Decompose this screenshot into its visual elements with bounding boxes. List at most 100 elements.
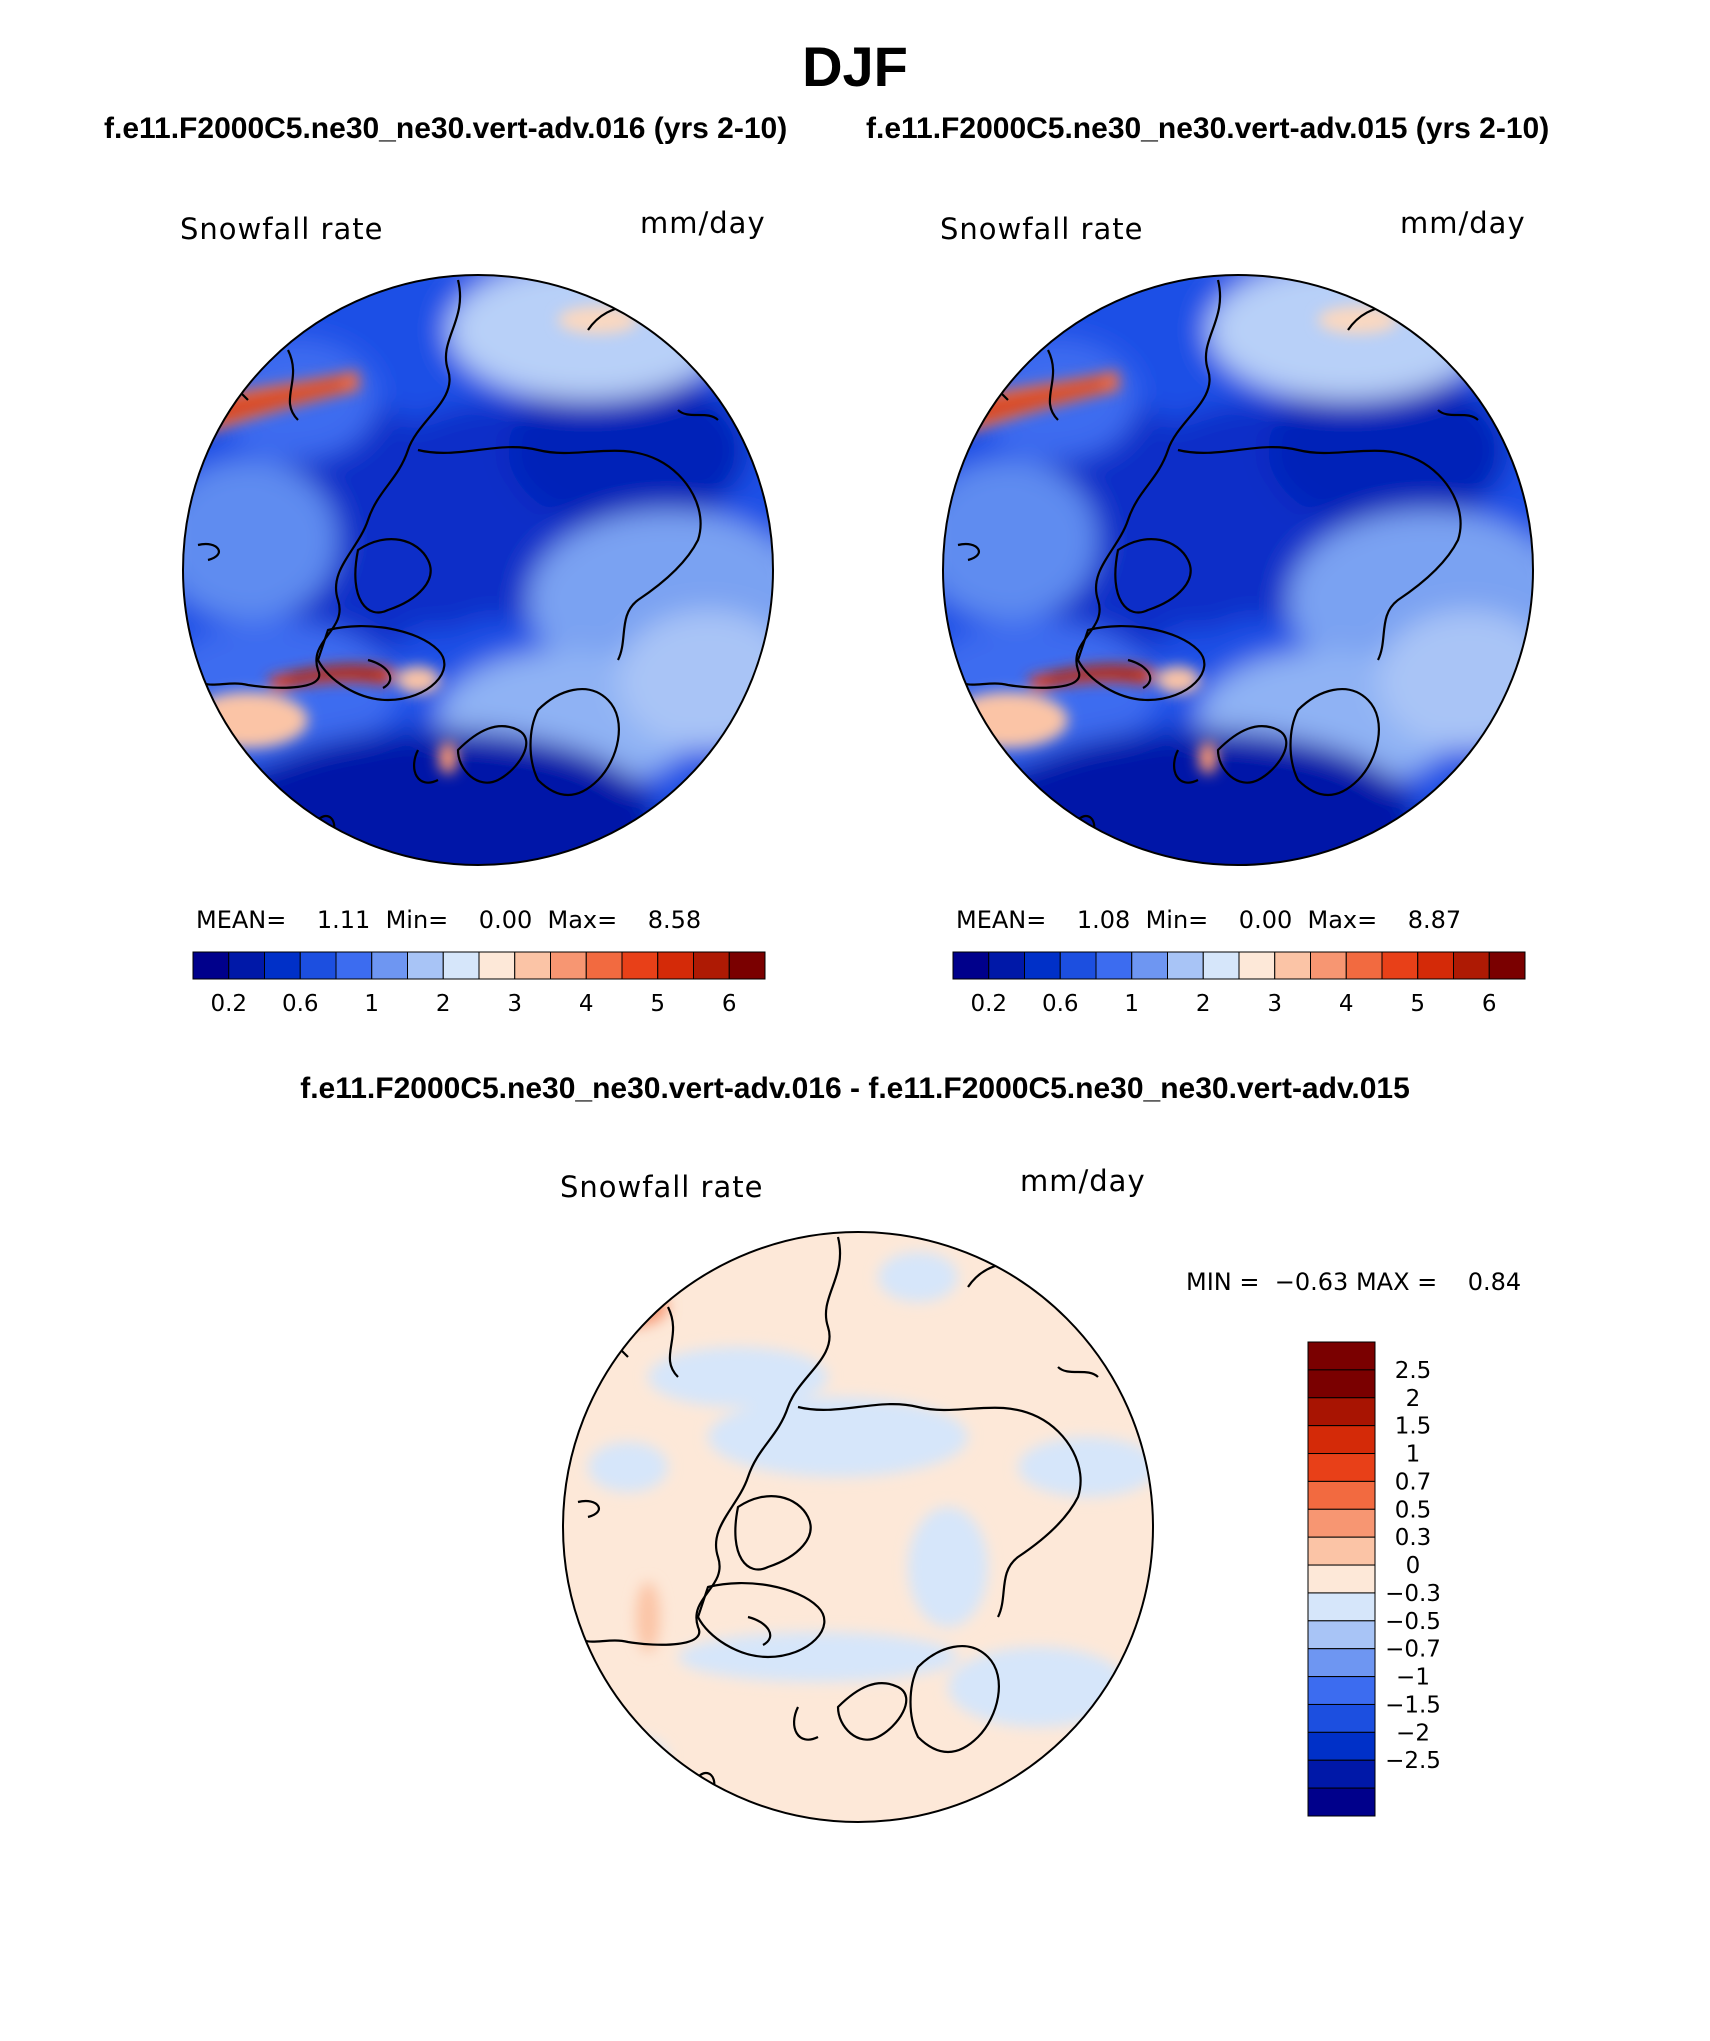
diff-colorbar-box	[1307, 1620, 1376, 1650]
diff-colorbar-tick-label: −2	[1396, 1720, 1430, 1746]
right-min-label: Min=	[1145, 906, 1209, 934]
diff-colorbar-tick-label: 1.5	[1395, 1414, 1432, 1440]
diff-variable-label: Snowfall rate	[560, 1170, 764, 1204]
right-units-label: mm/day	[1400, 206, 1526, 240]
right-colorbar-tick-label: 0.6	[1042, 991, 1079, 1017]
right-map-border	[942, 274, 1534, 866]
right-colorbar-box	[1131, 951, 1168, 980]
right-mean-value: 1.08	[1076, 906, 1131, 934]
right-colorbar-box	[1345, 951, 1383, 980]
diff-colorbar-box	[1307, 1536, 1376, 1566]
right-colorbar-tick-label: 5	[1410, 991, 1425, 1017]
right-colorbar-box	[1274, 951, 1311, 980]
diff-colorbar-box	[1307, 1676, 1376, 1705]
diff-colorbar-box	[1307, 1787, 1376, 1817]
diff-colorbar-tick-label: −0.7	[1385, 1637, 1441, 1663]
diff-stats: MIN = −0.63 MAX = 0.84	[1186, 1268, 1521, 1296]
left-colorbar-tick-label: 6	[722, 991, 737, 1017]
right-colorbar-box	[1238, 951, 1276, 980]
diff-colorbar-tick-label: −1	[1396, 1665, 1430, 1691]
right-stats: MEAN= 1.08 Min= 0.00 Max= 8.87	[956, 906, 1461, 934]
left-max-value: 8.58	[647, 906, 702, 934]
right-colorbar-tick-label: 0.2	[970, 991, 1007, 1017]
left-colorbar-box	[335, 951, 373, 980]
right-colorbar-tick-label: 2	[1196, 991, 1211, 1017]
left-map	[158, 250, 808, 910]
right-colorbar-box	[1417, 951, 1454, 980]
difference-title: f.e11.F2000C5.ne30_ne30.vert-adv.016 - f…	[300, 1072, 1410, 1105]
diff-max-label: MAX =	[1355, 1268, 1438, 1296]
diff-colorbar-box	[1307, 1508, 1376, 1538]
diff-colorbar-box	[1307, 1759, 1376, 1789]
left-colorbar-tick-label: 0.2	[210, 991, 247, 1017]
right-colorbar-tick-label: 1	[1124, 991, 1139, 1017]
right-colorbar-tick-label: 3	[1267, 991, 1282, 1017]
diff-colorbar-tick-label: 1	[1406, 1442, 1421, 1468]
left-panel-subtitle: f.e11.F2000C5.ne30_ne30.vert-adv.016 (yr…	[104, 112, 788, 145]
right-colorbar: 0.2 0.6 1 2 3 4 5 6	[952, 951, 1526, 1017]
difference-map-border	[562, 1231, 1154, 1823]
right-colorbar-box	[988, 951, 1025, 980]
left-mean-label: MEAN=	[196, 906, 287, 934]
right-min-value: 0.00	[1238, 906, 1293, 934]
right-colorbar-box	[1202, 951, 1240, 980]
left-colorbar-box	[228, 951, 265, 980]
right-colorbar-box	[1059, 951, 1097, 980]
left-colorbar-box	[657, 951, 694, 980]
right-colorbar-tick-label: 4	[1339, 991, 1354, 1017]
diff-colorbar-tick-label: −0.5	[1385, 1609, 1441, 1635]
diff-colorbar-box	[1307, 1731, 1376, 1761]
left-min-label: Min=	[385, 906, 449, 934]
right-map	[942, 274, 1534, 866]
right-colorbar-box	[1024, 951, 1061, 980]
left-colorbar-box	[550, 951, 587, 980]
diff-colorbar-tick-label: 0.3	[1395, 1525, 1432, 1551]
diff-colorbar-box	[1307, 1341, 1376, 1371]
left-colorbar-box	[442, 951, 480, 980]
left-colorbar-box	[407, 951, 444, 980]
left-max-label: Max=	[547, 906, 618, 934]
right-max-label: Max=	[1307, 906, 1378, 934]
right-colorbar-box	[1453, 951, 1490, 980]
right-colorbar-tick-label: 6	[1482, 991, 1497, 1017]
diff-colorbar-tick-label: 0	[1406, 1553, 1421, 1579]
left-variable-label: Snowfall rate	[180, 212, 384, 246]
left-colorbar-tick-label: 5	[650, 991, 665, 1017]
left-colorbar-tick-label: 4	[579, 991, 594, 1017]
diff-colorbar-tick-label: −2.5	[1385, 1748, 1441, 1774]
right-colorbar-box	[1488, 951, 1526, 980]
diff-colorbar-box	[1307, 1397, 1376, 1427]
diff-colorbar-box	[1307, 1425, 1376, 1455]
right-colorbar-box	[1310, 951, 1347, 980]
left-colorbar-box	[192, 951, 230, 980]
left-colorbar-box	[299, 951, 337, 980]
left-colorbar-tick-label: 0.6	[282, 991, 319, 1017]
diff-min-value: −0.63	[1274, 1268, 1349, 1296]
diff-colorbar-box	[1307, 1564, 1376, 1594]
right-mean-label: MEAN=	[956, 906, 1047, 934]
diff-colorbar-box	[1307, 1703, 1376, 1733]
diff-colorbar-box	[1307, 1369, 1376, 1399]
diff-colorbar-tick-label: 0.7	[1395, 1469, 1432, 1495]
diff-colorbar-tick-label: −1.5	[1385, 1692, 1441, 1718]
figure-title: DJF	[802, 35, 908, 98]
left-snowfall-field	[158, 250, 808, 910]
diff-colorbar-tick-label: 0.5	[1395, 1497, 1432, 1523]
right-max-value: 8.87	[1407, 906, 1462, 934]
diff-max-value: 0.84	[1467, 1268, 1522, 1296]
left-colorbar-tick-label: 3	[507, 991, 522, 1017]
left-colorbar-box	[728, 951, 766, 980]
left-colorbar-tick-label: 1	[364, 991, 379, 1017]
diff-colorbar-box	[1307, 1453, 1376, 1482]
left-colorbar-box	[585, 951, 623, 980]
left-colorbar-box	[693, 951, 730, 980]
diff-units-label: mm/day	[1020, 1164, 1146, 1198]
right-colorbar-box	[952, 951, 990, 980]
left-stats: MEAN= 1.11 Min= 0.00 Max= 8.58	[196, 906, 701, 934]
difference-field	[538, 1207, 1178, 1882]
left-colorbar-box	[371, 951, 408, 980]
left-map-border	[182, 274, 774, 866]
left-colorbar-box	[478, 951, 516, 980]
diff-colorbar-box	[1307, 1592, 1376, 1622]
